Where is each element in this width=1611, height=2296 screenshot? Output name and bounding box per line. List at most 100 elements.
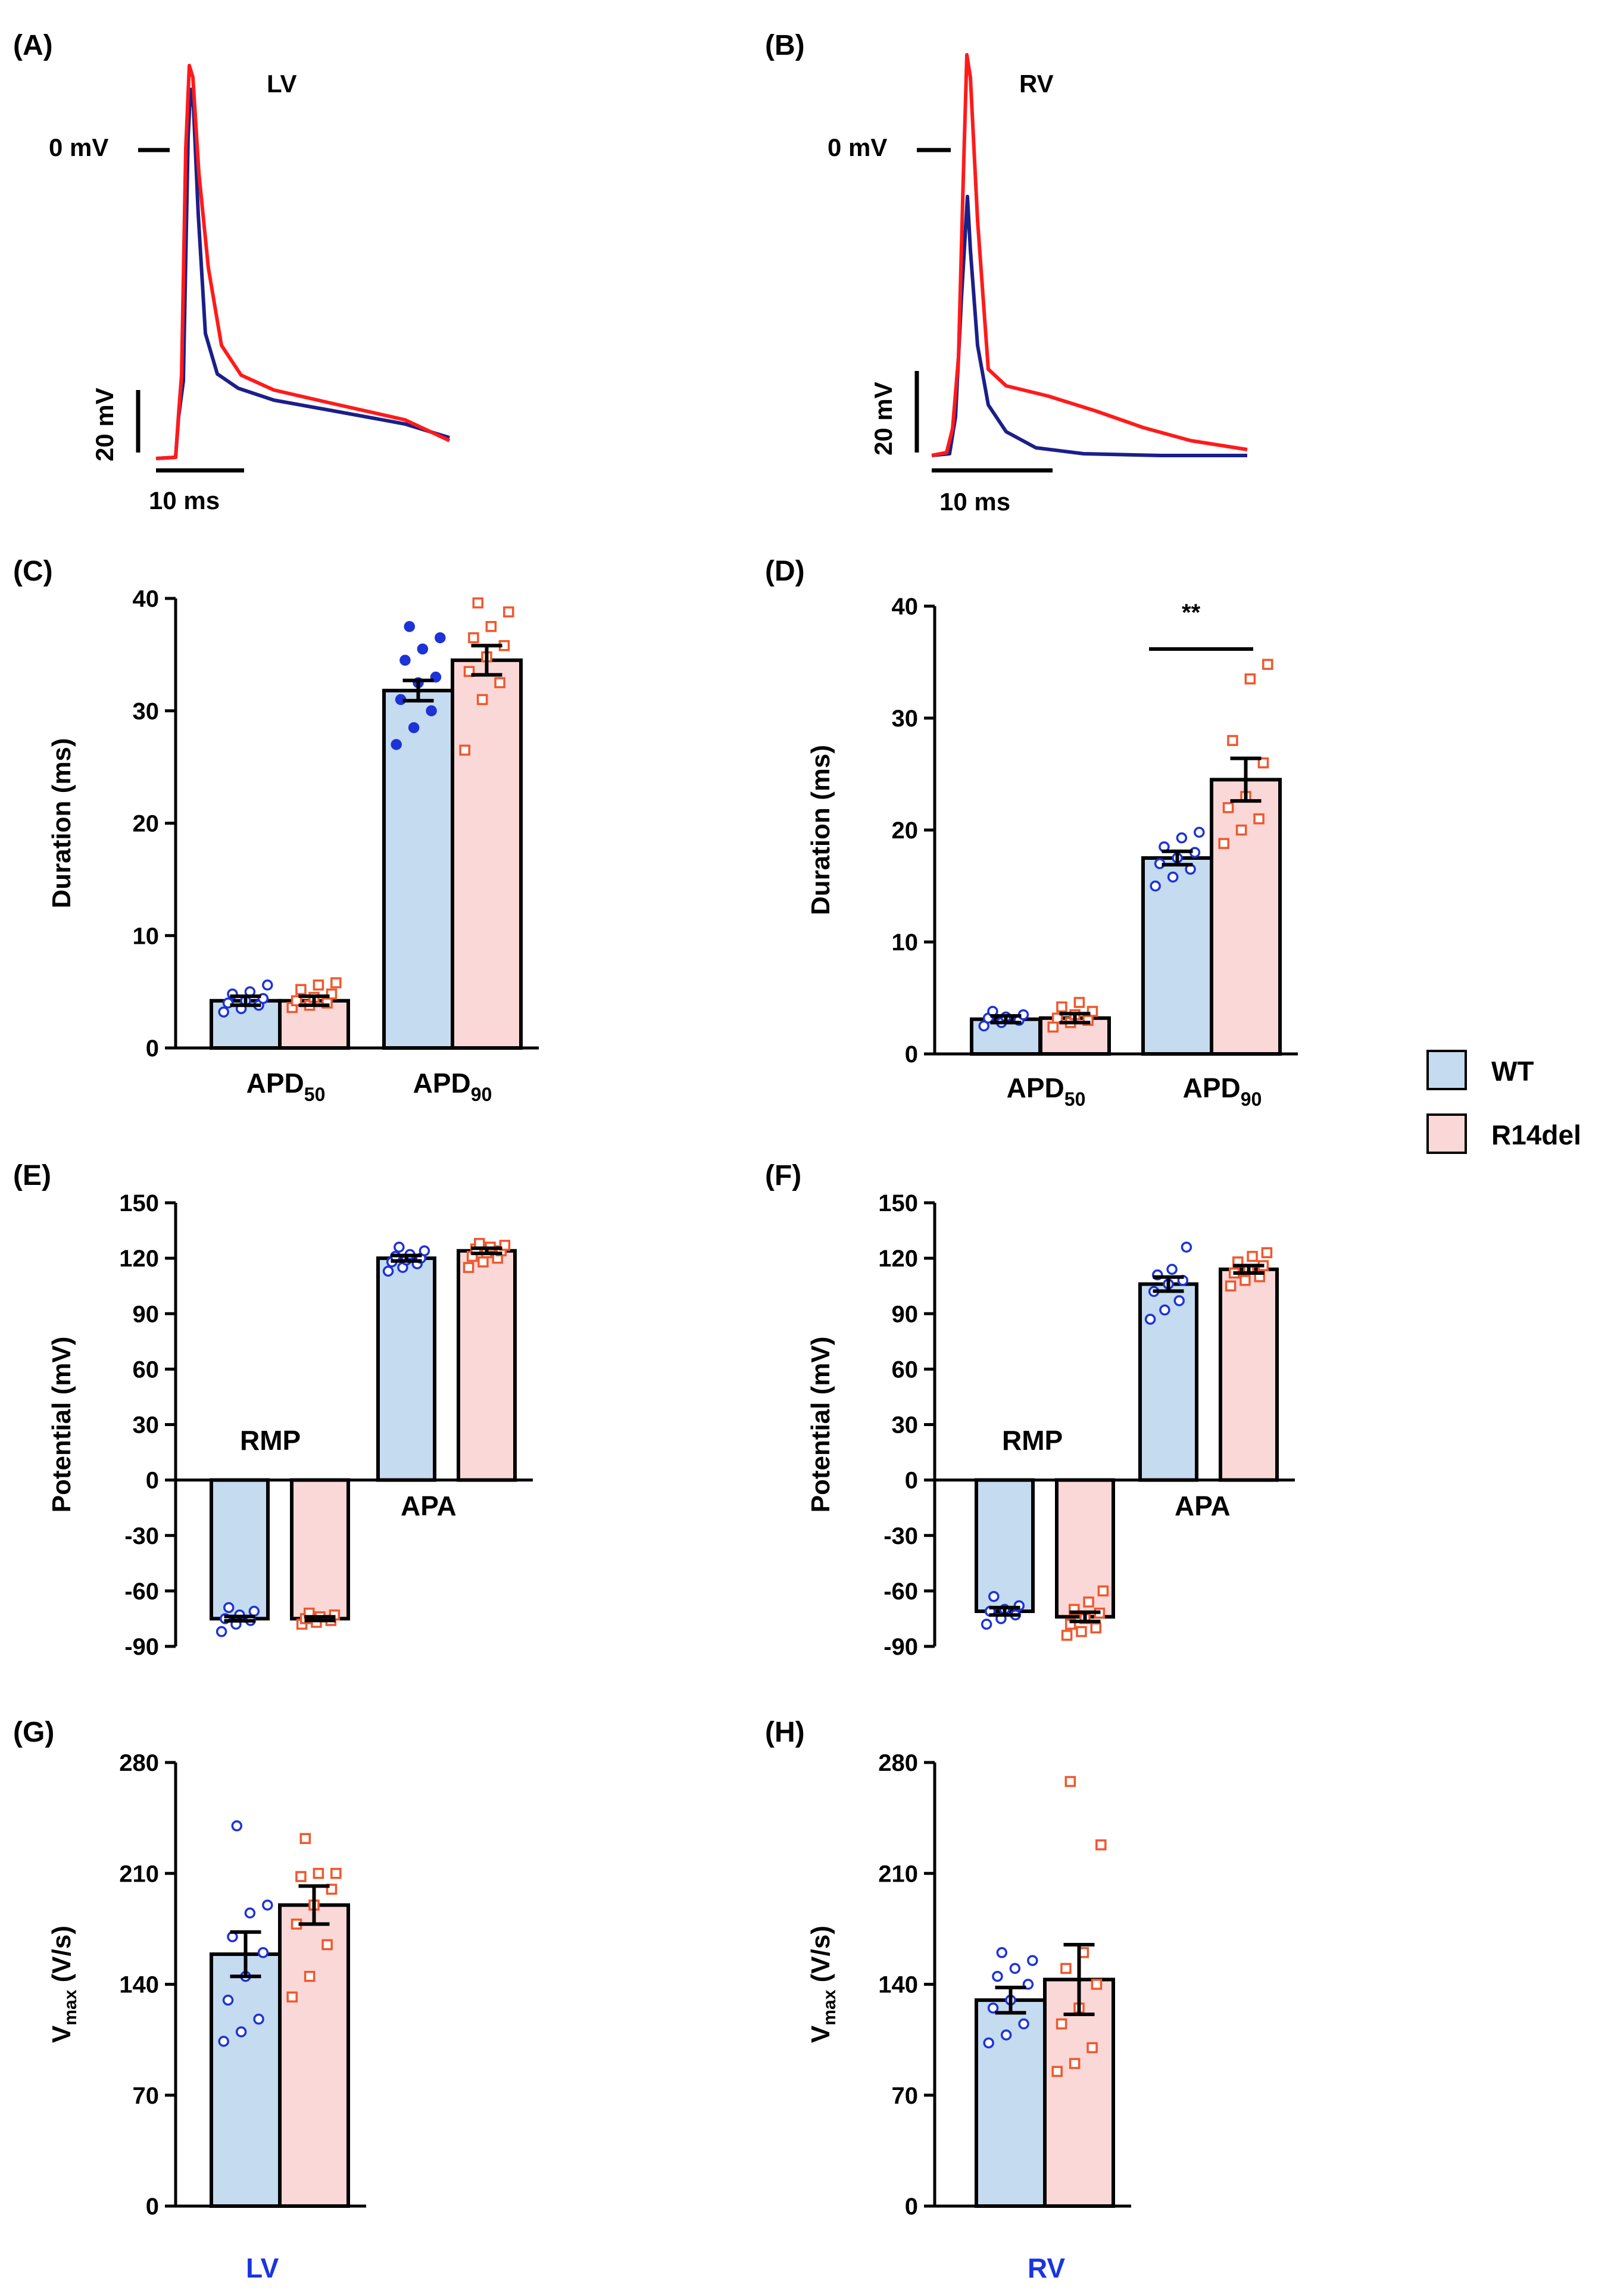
y-tick-label: 120 <box>878 1246 918 1272</box>
panel-label-d: (D) <box>765 556 805 587</box>
y-tick-label: 140 <box>119 1972 159 1998</box>
bar-r14del-apd90 <box>1210 778 1282 1056</box>
trace-r14del-lv <box>155 64 451 460</box>
chart-c-lv-apd: 0 10 20 30 40 Duration (ms) APD50 APD90 <box>47 586 539 1105</box>
y-tick-label: 40 <box>133 586 160 612</box>
data-point-wt <box>235 2026 247 2038</box>
data-point-wt <box>248 1605 260 1617</box>
data-point-r14del <box>1060 1963 1072 1974</box>
y-tick-label: 30 <box>892 1412 919 1439</box>
bar-r14del-apa <box>1219 1267 1279 1482</box>
category-label: APD90 <box>1183 1072 1262 1110</box>
y-tick-label: 20 <box>133 811 160 837</box>
data-point-r14del <box>1247 1250 1258 1262</box>
y-tick-label: 10 <box>133 923 160 949</box>
data-point-wt <box>1166 1264 1178 1275</box>
data-point-wt <box>1176 832 1188 844</box>
data-point-wt <box>1009 1963 1021 1974</box>
bottom-label-rv: RV <box>1028 2253 1065 2283</box>
data-point-wt <box>404 620 416 632</box>
data-point-r14del <box>476 694 488 706</box>
horizontal-scale-label-rv: 10 ms <box>939 488 1010 516</box>
data-point-r14del <box>1225 1280 1237 1292</box>
data-point-wt <box>1167 871 1179 883</box>
data-point-r14del <box>1097 1585 1109 1597</box>
data-point-wt <box>1159 1304 1170 1316</box>
data-point-r14del <box>503 606 514 617</box>
y-tick-label: -30 <box>883 1523 918 1549</box>
y-tick-label: 0 <box>146 1468 159 1494</box>
data-point-r14del <box>1047 1021 1059 1033</box>
data-point-r14del <box>1244 673 1256 685</box>
bar-r14del-apd90 <box>451 658 523 1050</box>
category-label: APD50 <box>246 1068 326 1105</box>
data-point-r14del <box>1218 838 1229 849</box>
y-tick-label: 90 <box>892 1301 919 1327</box>
data-point-wt <box>983 2037 994 2049</box>
data-point-wt <box>408 722 420 734</box>
rmp-label-rv: RMP <box>1002 1425 1063 1456</box>
data-point-r14del <box>295 984 307 996</box>
data-point-r14del <box>1227 735 1238 746</box>
data-point-wt <box>996 1947 1008 1958</box>
bar-wt-rmp <box>210 1478 270 1621</box>
y-tick-label: -90 <box>883 1634 918 1660</box>
category-label: APD90 <box>413 1068 492 1105</box>
panel-label-e: (E) <box>13 1160 51 1191</box>
y-axis-title: Vmax (V/s) <box>47 1926 80 2043</box>
data-point-r14del <box>1235 824 1247 836</box>
y-tick-label: 70 <box>892 2083 919 2109</box>
legend-label-r14del: R14del <box>1491 1119 1581 1150</box>
bar-r14del-lv <box>278 1903 350 2208</box>
data-point-wt <box>1173 1295 1185 1306</box>
y-axis-title: Duration (ms) <box>806 745 835 915</box>
y-tick-label: 150 <box>878 1190 918 1216</box>
y-tick-label: -60 <box>124 1578 159 1605</box>
trace-panel-rv: RV 0 mV 20 mV 10 ms <box>828 53 1248 516</box>
data-point-wt <box>1194 826 1205 838</box>
y-tick-label: 280 <box>878 1750 918 1776</box>
y-tick-label: 0 <box>146 1035 159 1062</box>
panel-label-f: (F) <box>765 1160 801 1191</box>
data-point-wt <box>1018 2018 1029 2030</box>
apa-label-rv: APA <box>1175 1490 1231 1521</box>
bar-wt-apa <box>376 1256 436 1482</box>
data-point-wt <box>223 1602 235 1614</box>
data-point-wt <box>988 1590 1000 1602</box>
data-point-r14del <box>1064 1776 1076 1787</box>
category-label: APD50 <box>1007 1072 1086 1110</box>
data-point-r14del <box>330 1868 342 1879</box>
bar-wt-rmp <box>975 1478 1035 1614</box>
data-point-r14del <box>1087 2042 1098 2054</box>
y-tick-label: -60 <box>883 1578 918 1605</box>
data-point-wt <box>1144 1314 1156 1325</box>
data-point-wt <box>394 1241 405 1253</box>
data-point-r14del <box>472 597 484 609</box>
data-point-r14del <box>313 979 324 991</box>
data-point-wt <box>399 654 411 666</box>
data-point-r14del <box>1051 2066 1063 2077</box>
data-point-wt <box>981 1618 992 1630</box>
y-tick-label: 20 <box>892 818 919 844</box>
y-tick-label: 0 <box>905 2194 918 2220</box>
data-point-wt <box>257 1947 269 1958</box>
y-tick-label: 120 <box>119 1246 159 1272</box>
data-point-wt <box>1027 1955 1038 1966</box>
data-point-r14del <box>1061 1630 1073 1641</box>
data-point-wt <box>216 1626 227 1637</box>
data-point-r14del <box>1076 1626 1087 1637</box>
data-point-wt <box>419 1245 430 1256</box>
data-point-wt <box>262 1899 273 1911</box>
data-point-wt <box>992 1970 1003 1982</box>
trace-r14del-rv <box>931 53 1248 457</box>
y-tick-label: 70 <box>133 2083 160 2109</box>
data-point-r14del <box>286 1991 298 2003</box>
trace-panel-lv: LV 0 mV 20 mV 10 ms <box>49 64 451 514</box>
data-point-r14del <box>1056 2018 1067 2030</box>
y-tick-label: 210 <box>878 1861 918 1887</box>
data-point-r14del <box>321 1939 333 1951</box>
legend: WT R14del <box>1426 1050 1581 1154</box>
data-point-r14del <box>291 995 302 1006</box>
data-point-r14del <box>1261 1247 1273 1259</box>
